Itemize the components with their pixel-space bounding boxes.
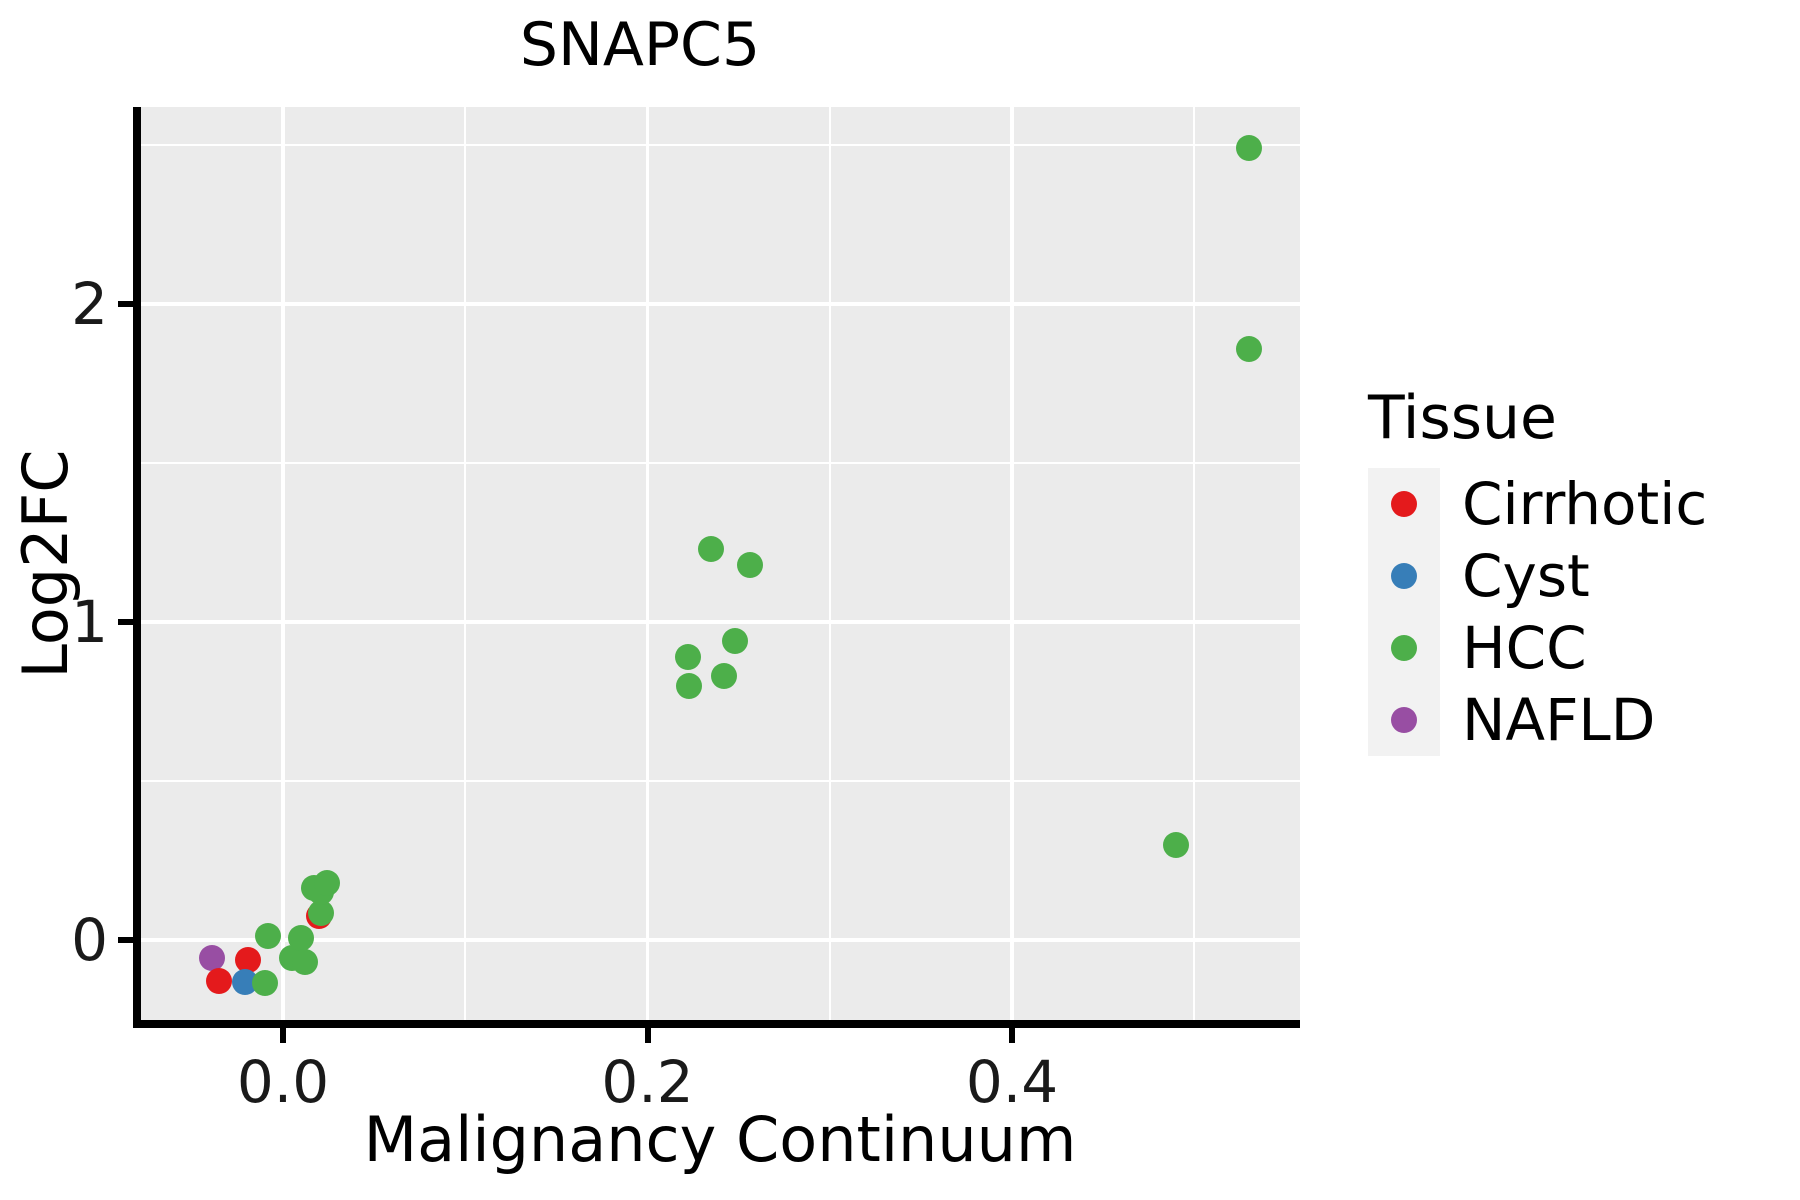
legend-dot-cyst [1391, 563, 1417, 589]
minor-gridline-vertical [1193, 107, 1196, 1020]
legend-key-cyst [1368, 540, 1440, 612]
y-axis-title: Log2FC [9, 449, 82, 679]
major-gridline-horizontal [140, 620, 1300, 624]
data-point-hcc [313, 870, 340, 897]
plot-panel [140, 107, 1300, 1020]
x-tick-mark [644, 1028, 651, 1043]
data-point-hcc [676, 672, 703, 699]
y-tick-label: 1 [71, 588, 108, 656]
data-point-hcc [711, 663, 738, 690]
data-point-hcc [674, 643, 701, 670]
x-tick-label: 0.2 [601, 1048, 694, 1116]
legend-label-cyst: Cyst [1462, 542, 1590, 610]
data-point-hcc [255, 922, 282, 949]
x-tick-mark [280, 1028, 286, 1043]
y-tick-mark [118, 301, 133, 307]
minor-gridline-vertical [464, 107, 467, 1020]
minor-gridline-horizontal [140, 144, 1300, 146]
legend-label-cirrhotic: Cirrhotic [1462, 470, 1708, 538]
data-point-cirrhotic [206, 968, 233, 995]
legend-dot-cirrhotic [1391, 491, 1417, 517]
legend-label-hcc: HCC [1462, 614, 1587, 682]
y-tick-label: 0 [71, 906, 108, 974]
legend-key-nafld [1368, 684, 1440, 756]
major-gridline-vertical [1010, 107, 1014, 1020]
legend-dot-nafld [1391, 707, 1417, 733]
major-gridline-vertical [645, 107, 650, 1020]
data-point-nafld [198, 945, 225, 972]
x-tick-label: 0.4 [965, 1048, 1059, 1116]
legend-label-nafld: NAFLD [1462, 686, 1656, 754]
chart-title: SNAPC5 [519, 10, 761, 80]
major-gridline-horizontal [140, 302, 1300, 306]
major-gridline-vertical [281, 107, 285, 1020]
y-tick-mark [118, 937, 133, 943]
data-point-hcc [251, 969, 278, 996]
y-tick-mark [118, 619, 133, 625]
y-axis-line [133, 107, 141, 1028]
legend-key-hcc [1368, 612, 1440, 684]
major-gridline-horizontal [140, 938, 1300, 942]
data-point-cirrhotic [235, 947, 262, 974]
minor-gridline-horizontal [140, 462, 1300, 464]
y-tick-label: 2 [71, 270, 108, 338]
data-point-hcc [721, 628, 748, 655]
legend-key-cirrhotic [1368, 468, 1440, 540]
data-point-hcc [1235, 135, 1262, 162]
x-axis-title: Malignancy Continuum [363, 1103, 1077, 1176]
legend-title: Tissue [1368, 383, 1557, 453]
minor-gridline-horizontal [140, 780, 1300, 782]
data-point-hcc [736, 551, 763, 578]
x-tick-label: 0.0 [236, 1048, 330, 1116]
data-point-hcc [1235, 335, 1262, 362]
data-point-hcc [1163, 831, 1190, 858]
legend-dot-hcc [1391, 635, 1417, 661]
x-tick-mark [1009, 1028, 1015, 1043]
data-point-hcc [288, 925, 315, 952]
data-point-hcc [698, 535, 725, 562]
data-point-hcc [291, 948, 318, 975]
x-axis-line [133, 1020, 1300, 1028]
minor-gridline-vertical [828, 107, 831, 1020]
